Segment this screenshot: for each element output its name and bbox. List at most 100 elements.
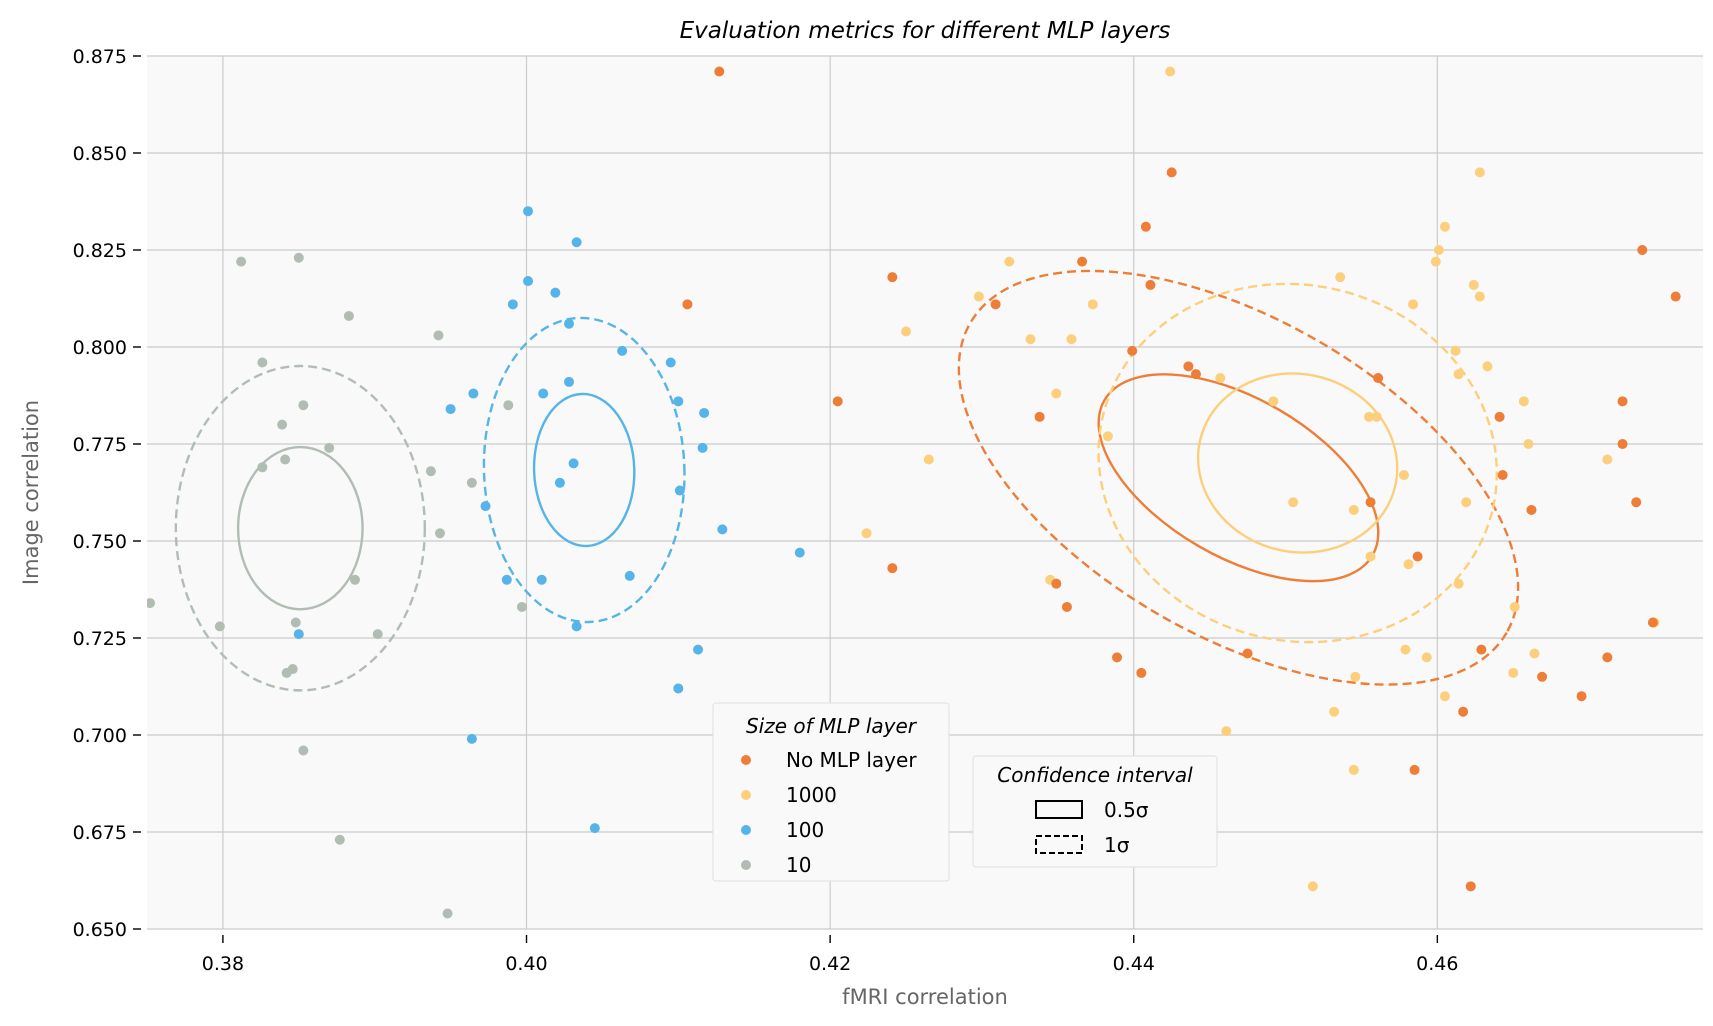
data-point — [536, 574, 547, 585]
x-axis-label: fMRI correlation — [842, 985, 1008, 1009]
x-tick-label: 0.46 — [1416, 953, 1458, 975]
legend-marker — [741, 755, 751, 765]
data-point — [1365, 551, 1376, 562]
data-point — [298, 400, 309, 411]
data-point — [1453, 369, 1464, 380]
data-point — [554, 477, 565, 488]
data-point — [1165, 66, 1176, 77]
data-point — [1602, 652, 1613, 663]
confidence-ellipse — [532, 392, 636, 548]
data-point — [523, 206, 534, 217]
x-tick-label: 0.38 — [202, 953, 244, 975]
data-point — [281, 667, 292, 678]
data-point — [1430, 256, 1441, 267]
data-point — [887, 272, 898, 283]
data-point — [564, 318, 575, 329]
data-point — [1526, 504, 1537, 515]
data-point — [1127, 345, 1138, 356]
legend-label: 100 — [786, 818, 824, 842]
legend-ci-title: Confidence interval — [997, 763, 1193, 787]
data-point — [1537, 671, 1548, 682]
data-point — [503, 400, 514, 411]
legend-ci-swatch — [1035, 835, 1083, 854]
data-point — [1051, 578, 1062, 589]
data-point — [1497, 470, 1508, 481]
y-tick-label: 0.700 — [73, 725, 127, 747]
data-point — [1145, 279, 1156, 290]
data-point — [1403, 559, 1414, 570]
data-point — [1439, 221, 1450, 232]
legend-label: No MLP layer — [786, 748, 917, 772]
chart-title: Evaluation metrics for different MLP lay… — [680, 18, 1171, 44]
data-point — [466, 477, 477, 488]
data-point — [1307, 881, 1318, 892]
x-tick-label: 0.44 — [1113, 953, 1155, 975]
data-point — [589, 823, 600, 834]
data-point — [1474, 167, 1485, 178]
data-point — [1617, 396, 1628, 407]
data-point — [1482, 361, 1493, 372]
data-point — [1364, 411, 1375, 422]
data-point — [699, 407, 710, 418]
y-axis-label: Image correlation — [19, 400, 43, 585]
data-point — [293, 629, 304, 640]
data-point — [564, 376, 575, 387]
data-point — [1087, 299, 1098, 310]
grid-lines — [147, 55, 1703, 930]
data-point — [665, 357, 676, 368]
data-point — [214, 621, 225, 632]
data-point — [714, 66, 725, 77]
confidence-ellipse — [1196, 372, 1399, 554]
data-point — [1439, 691, 1450, 702]
data-point — [538, 388, 549, 399]
data-point — [568, 458, 579, 469]
data-point — [290, 617, 301, 628]
data-point — [372, 629, 383, 640]
data-point — [1288, 497, 1299, 508]
confidence-ellipse — [236, 445, 364, 611]
legend-series: Size of MLP layer No MLP layer 1000 100 10 — [712, 702, 950, 882]
axes: 0.38 0.40 0.42 0.44 0.46 0.650 0.675 0.700 0.725… — [73, 46, 1459, 975]
data-point — [147, 598, 156, 609]
data-point — [257, 462, 268, 473]
data-point — [1373, 373, 1384, 384]
data-point — [468, 388, 479, 399]
data-point — [1476, 644, 1487, 655]
data-point — [1474, 291, 1485, 302]
data-point — [1268, 396, 1279, 407]
data-point — [717, 524, 728, 535]
data-point — [1190, 369, 1201, 380]
data-point — [673, 683, 684, 694]
data-point — [1576, 691, 1587, 702]
legend-marker — [741, 860, 751, 870]
data-point — [1335, 272, 1346, 283]
data-point — [298, 745, 309, 756]
legend-ci-label: 1σ — [1104, 833, 1130, 857]
data-point — [1136, 667, 1147, 678]
data-point — [1494, 411, 1505, 422]
y-tick-label: 0.825 — [73, 240, 127, 262]
data-point — [480, 501, 491, 512]
data-point — [1523, 439, 1534, 449]
data-point — [1350, 671, 1361, 682]
data-point — [516, 601, 527, 612]
data-point — [682, 299, 693, 310]
data-point — [466, 733, 477, 744]
legend-marker — [741, 825, 751, 835]
data-point — [445, 404, 456, 415]
data-point — [550, 287, 561, 298]
data-point — [1061, 601, 1072, 612]
data-point — [1242, 648, 1253, 659]
y-tick-label: 0.875 — [73, 46, 127, 68]
data-point — [425, 466, 436, 477]
legend-label: 1000 — [786, 783, 837, 807]
data-point — [832, 396, 843, 407]
data-point — [1637, 245, 1648, 255]
legend-marker — [741, 790, 751, 800]
data-point — [334, 834, 345, 845]
data-point — [1412, 551, 1423, 562]
data-point — [349, 574, 360, 585]
legend-ci-label: 0.5σ — [1104, 798, 1149, 822]
data-point — [1508, 667, 1519, 678]
data-point — [1398, 470, 1409, 481]
